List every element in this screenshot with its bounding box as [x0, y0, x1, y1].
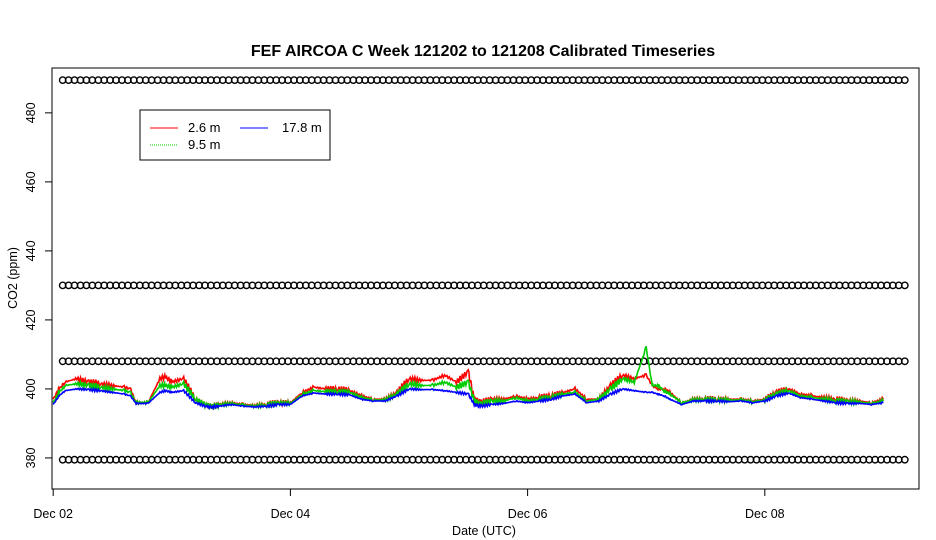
- legend-label-9.5m: 9.5 m: [188, 137, 221, 152]
- x-axis: Dec 02 Dec 04 Dec 06 Dec 08: [33, 489, 785, 521]
- y-tick-label: 420: [24, 309, 38, 330]
- y-tick-label: 380: [24, 447, 38, 468]
- calibration-points: [58, 76, 909, 464]
- y-tick-label: 480: [24, 102, 38, 123]
- x-tick-label: Dec 02: [33, 507, 73, 521]
- legend-box: [139, 109, 331, 161]
- series-line-17.8m: [52, 386, 884, 411]
- x-tick-label: Dec 06: [508, 507, 548, 521]
- y-axis-label: CO2 (ppm): [6, 247, 20, 309]
- calibration-point: [900, 455, 909, 464]
- legend-label-17.8m: 17.8 m: [282, 120, 322, 135]
- calibration-point: [900, 76, 909, 85]
- y-tick-label: 400: [24, 378, 38, 399]
- chart-title: FEF AIRCOA C Week 121202 to 121208 Calib…: [251, 43, 715, 60]
- y-tick-label: 460: [24, 171, 38, 192]
- x-tick-label: Dec 04: [271, 507, 311, 521]
- legend: 2.6 m 9.5 m 17.8 m: [139, 109, 331, 161]
- y-tick-label: 440: [24, 240, 38, 261]
- x-tick-label: Dec 08: [745, 507, 785, 521]
- series-lines: [52, 346, 885, 411]
- x-axis-label: Date (UTC): [452, 524, 516, 538]
- series-line-9.5m: [52, 346, 885, 411]
- calibration-point: [900, 281, 909, 290]
- series-line-2.6m: [52, 368, 885, 411]
- plot-frame: [51, 67, 920, 490]
- y-axis: 380 400 420 440 460 480: [24, 102, 52, 468]
- legend-label-2.6m: 2.6 m: [188, 120, 221, 135]
- calibration-point: [900, 357, 909, 366]
